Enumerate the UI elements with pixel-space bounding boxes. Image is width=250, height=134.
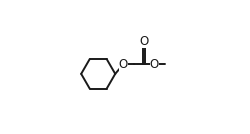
Text: O: O [150,58,159,71]
Text: O: O [140,35,149,48]
Text: O: O [119,58,128,71]
